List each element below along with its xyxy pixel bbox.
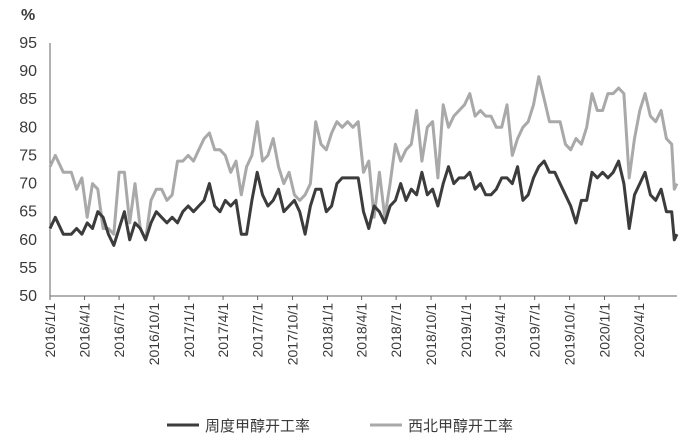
- y-tick-label: 70: [19, 176, 37, 193]
- x-tick-label: 2020/1/1: [597, 303, 613, 358]
- y-tick-label: 50: [19, 288, 37, 305]
- x-tick-label: 2018/1/1: [319, 303, 335, 358]
- y-tick-label: 55: [19, 260, 37, 277]
- legend-label-series-1: 周度甲醇开工率: [205, 417, 310, 435]
- y-tick-label: 60: [19, 232, 37, 249]
- chart-legend: 周度甲醇开工率 西北甲醇开工率: [167, 417, 513, 435]
- y-tick-label: 90: [19, 63, 37, 80]
- x-tick-label: 2016/10/1: [146, 303, 162, 365]
- x-tick-label: 2019/10/1: [562, 303, 578, 365]
- x-tick-label: 2017/10/1: [285, 303, 301, 365]
- series-line-2: [48, 75, 679, 242]
- y-axis-ticks: 50 55 60 65 70 75 80 85 90 95: [19, 35, 37, 305]
- series-line-1: [48, 159, 679, 247]
- x-axis-ticks: 2016/1/1 2016/4/1 2016/7/1 2016/10/1 2017/1/…: [42, 296, 647, 365]
- y-tick-label: 95: [19, 35, 37, 52]
- series-lines: [48, 75, 679, 247]
- x-tick-label: 2017/1/1: [181, 303, 197, 358]
- x-tick-label: 2018/4/1: [354, 303, 370, 358]
- x-tick-label: 2019/7/1: [527, 303, 543, 358]
- x-tick-label: 2017/4/1: [215, 303, 231, 358]
- y-tick-label: 85: [19, 91, 37, 108]
- y-unit-label: %: [21, 7, 35, 24]
- x-tick-label: 2016/7/1: [111, 303, 127, 358]
- x-tick-label: 2019/4/1: [492, 303, 508, 358]
- y-tick-label: 75: [19, 147, 37, 164]
- x-tick-label: 2017/7/1: [250, 303, 266, 358]
- y-tick-label: 65: [19, 204, 37, 221]
- x-tick-label: 2019/1/1: [458, 303, 474, 358]
- x-tick-label: 2020/4/1: [631, 303, 647, 358]
- x-tick-label: 2018/7/1: [388, 303, 404, 358]
- x-tick-label: 2018/10/1: [423, 303, 439, 365]
- x-tick-label: 2016/1/1: [42, 303, 58, 358]
- x-tick-label: 2016/4/1: [77, 303, 93, 358]
- legend-label-series-2: 西北甲醇开工率: [408, 417, 513, 435]
- y-tick-label: 80: [19, 119, 37, 136]
